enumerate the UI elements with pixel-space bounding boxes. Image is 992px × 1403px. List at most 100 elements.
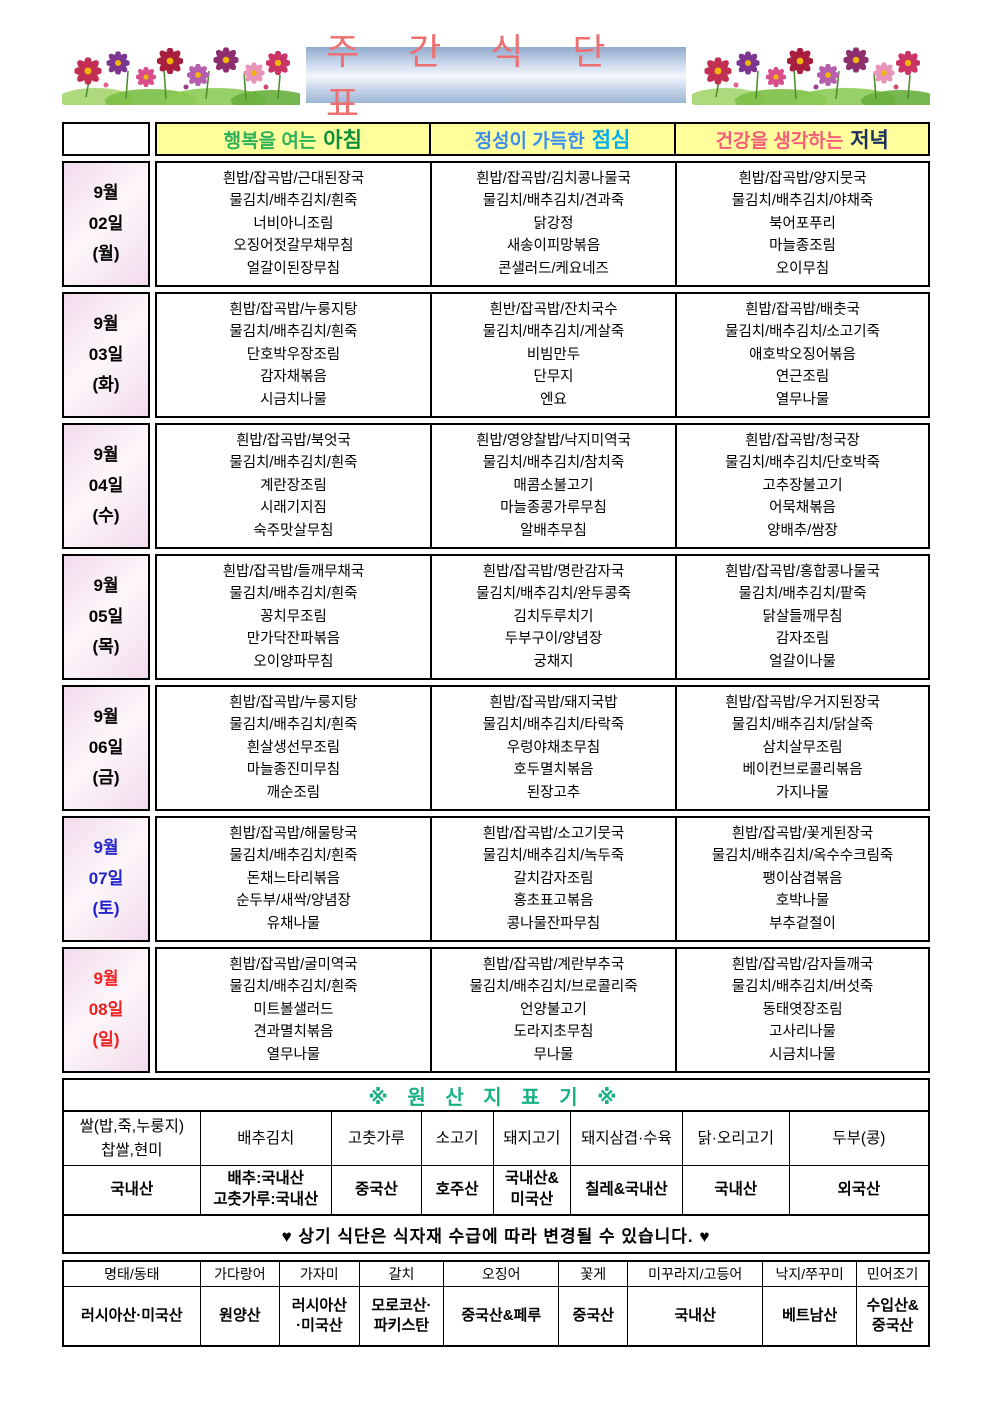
date-cell: 9월 05일 (목) [62, 554, 150, 680]
dinner-menu: 흰밥/잡곡밥/청국장 물김치/배추김치/단호박죽 고추장불고기 어묵채볶음 양배… [675, 425, 928, 547]
origin-value-hairtail: 모로코산· 파키스탄 [358, 1287, 444, 1345]
origin-header-chicken-duck: 닭·오리고기 [681, 1112, 789, 1166]
origin-table: ※ 원 산 지 표 기 ※ 쌀(밥,죽,누룽지) 찹쌀,현미 배추김치 고춧가루… [62, 1078, 930, 1254]
dinner-menu: 흰밥/잡곡밥/우거지된장국 물김치/배추김치/닭살죽 삼치살무조림 베이컨브로콜… [675, 687, 928, 809]
breakfast-menu: 흰밥/잡곡밥/누룽지탕 물김치/배추김치/흰죽 흰살생선무조림 마늘종진미무침 … [229, 694, 358, 801]
dinner-menu: 흰밥/잡곡밥/배춧국 물김치/배추김치/소고기죽 애호박오징어볶음 연근조림 열… [675, 294, 928, 416]
menu-row-mon: 9월 02일 (월) 흰밥/잡곡밥/근대된장국 물김치/배추김치/흰죽 너비아니… [62, 161, 930, 287]
breakfast-menu: 흰밥/잡곡밥/근대된장국 물김치/배추김치/흰죽 너비아니조림 오징어젓갈무채무… [222, 170, 365, 277]
breakfast-menu: 흰밥/잡곡밥/북엇국 물김치/배추김치/흰죽 계란장조림 시래기지짐 숙주맛살무… [229, 432, 358, 539]
origin-header-crab: 꽃게 [558, 1262, 628, 1287]
origin-value-loach-mackerel: 국내산 [627, 1287, 762, 1345]
seafood-value-row: 러시아산·미국산 원양산 러시아산 ·미국산 모로코산· 파키스탄 중국산&페루… [64, 1287, 928, 1345]
origin-value-tofu: 외국산 [788, 1166, 928, 1214]
origin-header-pollock: 명태/동태 [64, 1262, 200, 1287]
menu-row-wed: 9월 04일 (수) 흰밥/잡곡밥/북엇국 물김치/배추김치/흰죽 계란장조림 … [62, 423, 930, 549]
menu-cells: 흰밥/잡곡밥/누룽지탕 물김치/배추김치/흰죽 단호박우장조림 감자채볶음 시금… [155, 292, 930, 418]
date-cell: 9월 06일 (금) [62, 685, 150, 811]
origin-value-pork-belly: 칠레&국내산 [570, 1166, 681, 1214]
menu-row-thu: 9월 05일 (목) 흰밥/잡곡밥/들깨무채국 물김치/배추김치/흰죽 꽁치무조… [62, 554, 930, 680]
origin-value-squid: 중국산&페루 [443, 1287, 558, 1345]
menu-cells: 흰밥/잡곡밥/해물탕국 물김치/배추김치/흰죽 돈채느타리볶음 순두부/새싹/양… [155, 816, 930, 942]
corner-cell [62, 122, 150, 156]
banner: 주 간 식 단 표 [62, 32, 930, 124]
breakfast-menu: 흰밥/잡곡밥/누룽지탕 물김치/배추김치/흰죽 단호박우장조림 감자채볶음 시금… [229, 301, 358, 408]
origin-header-squid: 오징어 [443, 1262, 559, 1287]
date-cell: 9월 03일 (화) [62, 292, 150, 418]
origin-value-octopus: 베트남산 [762, 1287, 856, 1345]
origin-value-pork: 국내산& 미국산 [492, 1166, 571, 1214]
breakfast-menu: 흰밥/잡곡밥/굴미역국 물김치/배추김치/흰죽 미트볼샐러드 견과멸치볶음 열무… [229, 956, 358, 1063]
dinner-header: 건강을 생각하는 저녁 [674, 124, 928, 154]
origin-header-croaker: 민어조기 [856, 1262, 928, 1287]
menu-cells: 흰밥/잡곡밥/누룽지탕 물김치/배추김치/흰죽 흰살생선무조림 마늘종진미무침 … [155, 685, 930, 811]
dinner-menu: 흰밥/잡곡밥/양지뭇국 물김치/배추김치/야채죽 북어포푸리 마늘종조림 오이무… [675, 163, 928, 285]
origin-value-pepper: 중국산 [330, 1166, 421, 1214]
flower-banner-left-icon [62, 45, 300, 105]
dinner-menu: 흰밥/잡곡밥/꽃게된장국 물김치/배추김치/옥수수크림죽 팽이삼겹볶음 호박나물… [675, 818, 928, 940]
menu-row-sat: 9월 07일 (토) 흰밥/잡곡밥/해물탕국 물김치/배추김치/흰죽 돈채느타리… [62, 816, 930, 942]
origin-header-row: 쌀(밥,죽,누룽지) 찹쌀,현미 배추김치 고춧가루 소고기 돼지고기 돼지삼겹… [64, 1112, 928, 1166]
flower-banner-right-icon [692, 45, 930, 105]
date-cell: 9월 02일 (월) [62, 161, 150, 287]
origin-value-croaker: 수입산& 중국산 [856, 1287, 928, 1345]
origin-value-rice: 국내산 [110, 1180, 154, 1198]
page-title: 주 간 식 단 표 [306, 32, 686, 124]
origin-value-kimchi: 배추:국내산 고춧가루:국내산 [199, 1166, 331, 1214]
breakfast-menu: 흰밥/잡곡밥/해물탕국 물김치/배추김치/흰죽 돈채느타리볶음 순두부/새싹/양… [229, 825, 358, 932]
seafood-header-row: 명태/동태 가다랑어 가자미 갈치 오징어 꽃게 미꾸라지/고등어 낙지/쭈꾸미… [64, 1262, 928, 1287]
lunch-header-meal: 점심 [591, 129, 631, 152]
weekly-menu-sheet: 주 간 식 단 표 행복을 여는 아침 정성이 가득한 점심 건강을 생각하는 … [62, 32, 930, 1347]
origin-header-flatfish: 가자미 [279, 1262, 359, 1287]
menu-row-tue: 9월 03일 (화) 흰밥/잡곡밥/누룽지탕 물김치/배추김치/흰죽 단호박우장… [62, 292, 930, 418]
origin-value-crab: 중국산 [558, 1287, 627, 1345]
menu-cells: 흰밥/잡곡밥/굴미역국 물김치/배추김치/흰죽 미트볼샐러드 견과멸치볶음 열무… [155, 947, 930, 1073]
breakfast-header-prefix: 행복을 여는 [223, 130, 317, 152]
origin-header-kimchi: 배추김치 [199, 1112, 331, 1166]
menu-row-fri: 9월 06일 (금) 흰밥/잡곡밥/누룽지탕 물김치/배추김치/흰죽 흰살생선무… [62, 685, 930, 811]
lunch-menu: 흰밥/잡곡밥/계란부추국 물김치/배추김치/브로콜리죽 언양불고기 도라지초무침… [429, 949, 675, 1071]
date-cell: 9월 07일 (토) [62, 816, 150, 942]
meal-headers: 행복을 여는 아침 정성이 가득한 점심 건강을 생각하는 저녁 [155, 122, 930, 156]
breakfast-header: 행복을 여는 아침 [157, 124, 429, 154]
origin-value-flatfish: 러시아산 ·미국산 [279, 1287, 358, 1345]
origin-value-beef: 호주산 [420, 1166, 493, 1214]
menu-cells: 흰밥/잡곡밥/들깨무채국 물김치/배추김치/흰죽 꽁치무조림 만가닥잔파볶음 오… [155, 554, 930, 680]
origin-value-row: 국내산 배추:국내산 고춧가루:국내산 중국산 호주산 국내산& 미국산 칠레&… [64, 1166, 928, 1214]
menu-cells: 흰밥/잡곡밥/북엇국 물김치/배추김치/흰죽 계란장조림 시래기지짐 숙주맛살무… [155, 423, 930, 549]
origin-header-octopus: 낙지/쭈꾸미 [762, 1262, 857, 1287]
lunch-menu: 흰밥/영양찰밥/낙지미역국 물김치/배추김치/참치죽 매콤소불고기 마늘종콩가루… [429, 425, 675, 547]
dinner-menu: 흰밥/잡곡밥/홍합콩나물국 물김치/배추김치/팥죽 닭살들깨무침 감자조림 얼갈… [675, 556, 928, 678]
origin-header-loach-mackerel: 미꾸라지/고등어 [627, 1262, 763, 1287]
origin-title: ※ 원 산 지 표 기 ※ [64, 1080, 928, 1112]
dinner-header-prefix: 건강을 생각하는 [715, 130, 844, 152]
origin-value-chicken-duck: 국내산 [681, 1166, 789, 1214]
lunch-menu: 흰밥/잡곡밥/김치콩나물국 물김치/배추김치/견과죽 닭강정 새송이피망볶음 콘… [429, 163, 675, 285]
dinner-menu: 흰밥/잡곡밥/감자들깨국 물김치/배추김치/버섯죽 동태엿장조림 고사리나물 시… [675, 949, 928, 1071]
origin-header-rice: 쌀(밥,죽,누룽지) 찹쌀,현미 [64, 1112, 200, 1166]
lunch-menu: 흰밥/잡곡밥/소고기뭇국 물김치/배추김치/녹두죽 갈치감자조림 홍초표고볶음 … [429, 818, 675, 940]
origin-header-pork-belly: 돼지삼겹·수육 [570, 1112, 682, 1166]
header-row: 행복을 여는 아침 정성이 가득한 점심 건강을 생각하는 저녁 [62, 122, 930, 156]
origin-header-pepper: 고춧가루 [330, 1112, 421, 1166]
origin-value-skipjack: 원양산 [199, 1287, 279, 1345]
lunch-menu: 흰반/잡곡밥/잔치국수 물김치/배추김치/게살죽 비빔만두 단무지 엔요 [429, 294, 675, 416]
menu-cells: 흰밥/잡곡밥/근대된장국 물김치/배추김치/흰죽 너비아니조림 오징어젓갈무채무… [155, 161, 930, 287]
date-cell: 9월 04일 (수) [62, 423, 150, 549]
menu-change-notice: ♥ 상기 식단은 식자재 수급에 따라 변경될 수 있습니다. ♥ [64, 1214, 928, 1252]
menu-table: 행복을 여는 아침 정성이 가득한 점심 건강을 생각하는 저녁 9월 02일 … [62, 122, 930, 1073]
menu-row-sun: 9월 08일 (일) 흰밥/잡곡밥/굴미역국 물김치/배추김치/흰죽 미트볼샐러… [62, 947, 930, 1073]
origin-header-pork: 돼지고기 [492, 1112, 571, 1166]
origin-header-skipjack: 가다랑어 [199, 1262, 280, 1287]
dinner-header-meal: 저녁 [850, 129, 889, 152]
breakfast-header-meal: 아침 [323, 129, 362, 152]
breakfast-menu: 흰밥/잡곡밥/들깨무채국 물김치/배추김치/흰죽 꽁치무조림 만가닥잔파볶음 오… [222, 563, 365, 670]
origin-header-beef: 소고기 [420, 1112, 493, 1166]
date-cell: 9월 08일 (일) [62, 947, 150, 1073]
seafood-origin-table: 명태/동태 가다랑어 가자미 갈치 오징어 꽃게 미꾸라지/고등어 낙지/쭈꾸미… [62, 1260, 930, 1347]
lunch-menu: 흰밥/잡곡밥/돼지국밥 물김치/배추김치/타락죽 우렁야채초무침 호두멸치볶음 … [429, 687, 675, 809]
lunch-header-prefix: 정성이 가득한 [474, 130, 585, 152]
lunch-menu: 흰밥/잡곡밥/명란감자국 물김치/배추김치/완두콩죽 김치두루치기 두부구이/양… [429, 556, 675, 678]
origin-value-pollock: 러시아산·미국산 [81, 1306, 183, 1324]
origin-header-hairtail: 갈치 [358, 1262, 444, 1287]
